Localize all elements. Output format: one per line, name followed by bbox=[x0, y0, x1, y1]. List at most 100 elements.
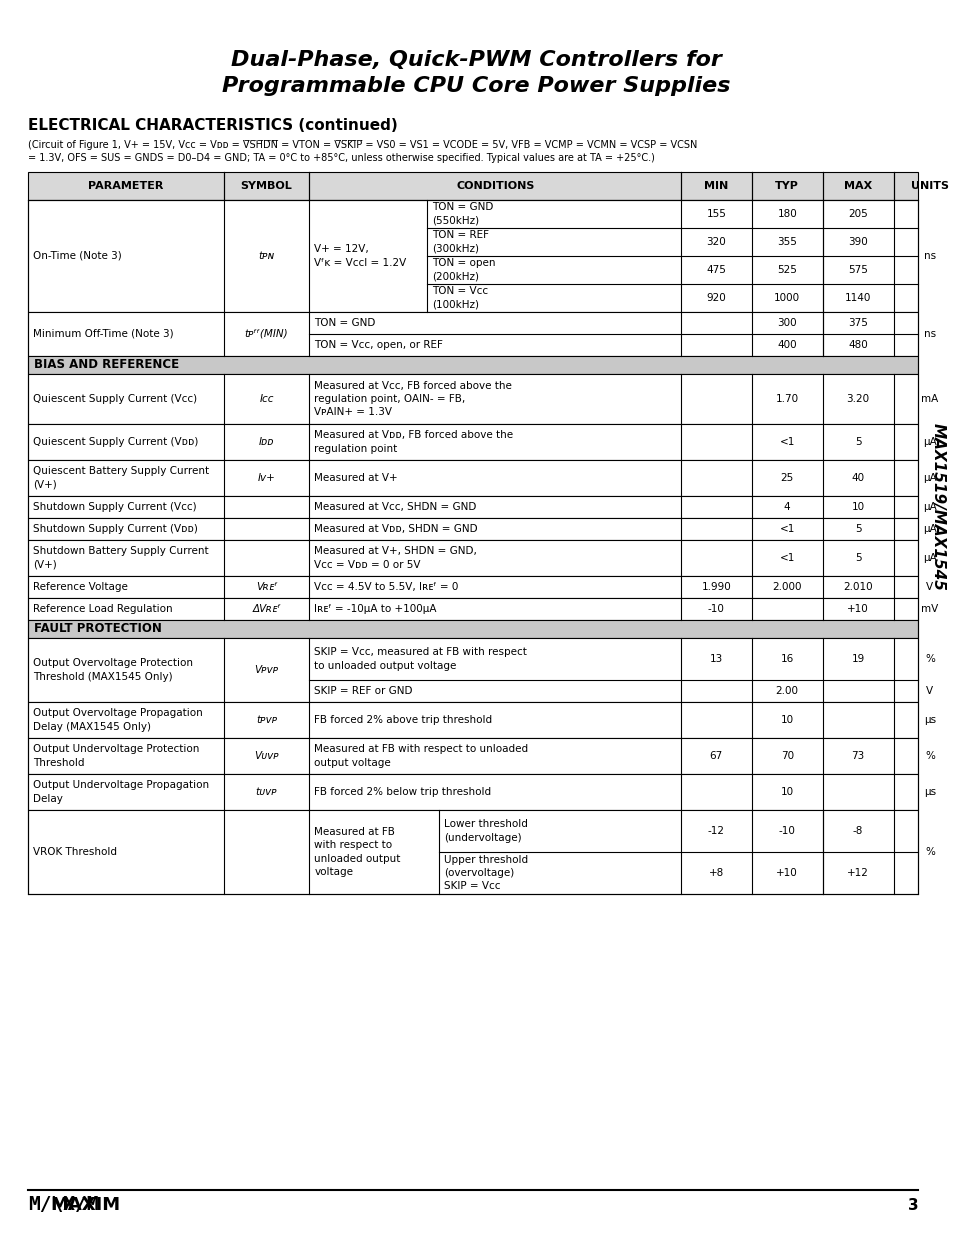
Text: Shutdown Supply Current (Vᴄᴄ): Shutdown Supply Current (Vᴄᴄ) bbox=[33, 501, 196, 513]
Text: μA: μA bbox=[923, 473, 936, 483]
Text: MAX: MAX bbox=[843, 182, 871, 191]
Text: 10: 10 bbox=[780, 787, 793, 797]
Text: SYMBOL: SYMBOL bbox=[240, 182, 293, 191]
Text: μs: μs bbox=[923, 715, 935, 725]
Text: 400: 400 bbox=[777, 340, 796, 350]
Text: tᴜᴠᴘ: tᴜᴠᴘ bbox=[255, 787, 277, 797]
Text: Shutdown Supply Current (Vᴅᴅ): Shutdown Supply Current (Vᴅᴅ) bbox=[33, 524, 197, 534]
Text: +10: +10 bbox=[846, 604, 868, 614]
Text: +8: +8 bbox=[708, 868, 723, 878]
Text: MAX1519/MAX1545: MAX1519/MAX1545 bbox=[930, 424, 945, 590]
Text: <1: <1 bbox=[779, 437, 794, 447]
Text: 16: 16 bbox=[780, 655, 793, 664]
Text: TYP: TYP bbox=[775, 182, 799, 191]
Text: 3: 3 bbox=[907, 1198, 918, 1213]
Text: TON = open
(200kHz): TON = open (200kHz) bbox=[432, 258, 496, 282]
Text: 1140: 1140 bbox=[844, 293, 870, 303]
Text: μA: μA bbox=[923, 501, 936, 513]
Text: Measured at V+, SHDN = GND,
Vᴄᴄ = Vᴅᴅ = 0 or 5V: Measured at V+, SHDN = GND, Vᴄᴄ = Vᴅᴅ = … bbox=[314, 546, 476, 569]
Bar bbox=[28, 598, 918, 620]
Text: FB forced 2% below trip threshold: FB forced 2% below trip threshold bbox=[314, 787, 491, 797]
Text: SKIP = Vᴄᴄ, measured at FB with respect
to unloaded output voltage: SKIP = Vᴄᴄ, measured at FB with respect … bbox=[314, 647, 527, 671]
Text: Iᴠ+: Iᴠ+ bbox=[257, 473, 275, 483]
Text: Reference Load Regulation: Reference Load Regulation bbox=[33, 604, 172, 614]
Text: 475: 475 bbox=[705, 266, 725, 275]
Bar bbox=[28, 200, 918, 312]
Text: ΔVʀᴇᶠ: ΔVʀᴇᶠ bbox=[252, 604, 280, 614]
Text: tᴘᶠᶠ(MIN): tᴘᶠᶠ(MIN) bbox=[245, 329, 288, 338]
Text: 25: 25 bbox=[780, 473, 793, 483]
Text: CONDITIONS: CONDITIONS bbox=[456, 182, 534, 191]
Text: 205: 205 bbox=[847, 209, 867, 219]
Text: %: % bbox=[924, 847, 934, 857]
Text: Output Undervoltage Protection
Threshold: Output Undervoltage Protection Threshold bbox=[33, 745, 199, 768]
Text: tᴘɴ: tᴘɴ bbox=[258, 251, 274, 261]
Text: 525: 525 bbox=[777, 266, 797, 275]
Text: 2.00: 2.00 bbox=[775, 685, 798, 697]
Text: 40: 40 bbox=[851, 473, 863, 483]
Text: 575: 575 bbox=[847, 266, 867, 275]
Text: 5: 5 bbox=[854, 437, 861, 447]
Text: Vʀᴇᶠ: Vʀᴇᶠ bbox=[255, 582, 277, 592]
Bar bbox=[28, 374, 918, 424]
Text: M/\X/M: M/\X/M bbox=[28, 1195, 98, 1214]
Text: V: V bbox=[925, 582, 933, 592]
Text: 390: 390 bbox=[847, 237, 867, 247]
Text: 67: 67 bbox=[709, 751, 722, 761]
Text: Quiescent Battery Supply Current
(V+): Quiescent Battery Supply Current (V+) bbox=[33, 467, 209, 489]
Text: V: V bbox=[925, 685, 933, 697]
Text: Measured at Vᴄᴄ, FB forced above the
regulation point, OAIN- = FB,
VᴘAIN+ = 1.3V: Measured at Vᴄᴄ, FB forced above the reg… bbox=[314, 380, 512, 417]
Text: UNITS: UNITS bbox=[910, 182, 948, 191]
Text: 5: 5 bbox=[854, 553, 861, 563]
Text: tᴘᴠᴘ: tᴘᴠᴘ bbox=[255, 715, 277, 725]
Text: 10: 10 bbox=[851, 501, 863, 513]
Text: VROK Threshold: VROK Threshold bbox=[33, 847, 117, 857]
Text: -10: -10 bbox=[707, 604, 724, 614]
Text: Iʀᴇᶠ = -10μA to +100μA: Iʀᴇᶠ = -10μA to +100μA bbox=[314, 604, 436, 614]
Text: 1000: 1000 bbox=[773, 293, 800, 303]
Text: Programmable CPU Core Power Supplies: Programmable CPU Core Power Supplies bbox=[222, 77, 730, 96]
Bar bbox=[28, 774, 918, 810]
Bar bbox=[28, 810, 918, 894]
Text: Measured at FB with respect to unloaded
output voltage: Measured at FB with respect to unloaded … bbox=[314, 745, 528, 768]
Text: Minimum Off-Time (Note 3): Minimum Off-Time (Note 3) bbox=[33, 329, 173, 338]
Text: FB forced 2% above trip threshold: FB forced 2% above trip threshold bbox=[314, 715, 492, 725]
Text: Reference Voltage: Reference Voltage bbox=[33, 582, 128, 592]
Text: +10: +10 bbox=[776, 868, 798, 878]
Text: Output Overvoltage Propagation
Delay (MAX1545 Only): Output Overvoltage Propagation Delay (MA… bbox=[33, 709, 202, 731]
Text: BIAS AND REFERENCE: BIAS AND REFERENCE bbox=[34, 358, 179, 372]
Text: 375: 375 bbox=[847, 317, 867, 329]
Text: 2.010: 2.010 bbox=[842, 582, 872, 592]
Text: TON = GND
(550kHz): TON = GND (550kHz) bbox=[432, 203, 493, 226]
Text: Measured at Vᴅᴅ, SHDN = GND: Measured at Vᴅᴅ, SHDN = GND bbox=[314, 524, 477, 534]
Text: Vᴘᴠᴘ: Vᴘᴠᴘ bbox=[254, 664, 278, 676]
Text: <1: <1 bbox=[779, 553, 794, 563]
Bar bbox=[28, 496, 918, 517]
Text: 70: 70 bbox=[780, 751, 793, 761]
Text: 480: 480 bbox=[847, 340, 867, 350]
Text: %: % bbox=[924, 751, 934, 761]
Text: On-Time (Note 3): On-Time (Note 3) bbox=[33, 251, 122, 261]
Text: Measured at Vᴄᴄ, SHDN = GND: Measured at Vᴄᴄ, SHDN = GND bbox=[314, 501, 476, 513]
Text: Lower threshold
(undervoltage): Lower threshold (undervoltage) bbox=[444, 819, 528, 842]
Bar bbox=[28, 172, 918, 200]
Text: mA: mA bbox=[921, 394, 938, 404]
Text: 19: 19 bbox=[851, 655, 863, 664]
Text: 320: 320 bbox=[706, 237, 725, 247]
Text: ns: ns bbox=[923, 329, 935, 338]
Text: V+ = 12V,
Vᶠᴋ = VᴄᴄI = 1.2V: V+ = 12V, Vᶠᴋ = VᴄᴄI = 1.2V bbox=[314, 245, 406, 268]
Text: TON = REF
(300kHz): TON = REF (300kHz) bbox=[432, 231, 489, 253]
Text: TON = GND: TON = GND bbox=[314, 317, 375, 329]
Text: 73: 73 bbox=[851, 751, 863, 761]
Bar bbox=[28, 424, 918, 459]
Text: Measured at V+: Measured at V+ bbox=[314, 473, 397, 483]
Text: ELECTRICAL CHARACTERISTICS (continued): ELECTRICAL CHARACTERISTICS (continued) bbox=[28, 119, 397, 133]
Text: Measured at Vᴅᴅ, FB forced above the
regulation point: Measured at Vᴅᴅ, FB forced above the reg… bbox=[314, 431, 513, 453]
Text: MAXIM: MAXIM bbox=[50, 1195, 120, 1214]
Text: = 1.3V, OFS = SUS = GNDS = D0–D4 = GND; TA = 0°C to +85°C, unless otherwise spec: = 1.3V, OFS = SUS = GNDS = D0–D4 = GND; … bbox=[28, 153, 654, 163]
Text: Shutdown Battery Supply Current
(V+): Shutdown Battery Supply Current (V+) bbox=[33, 546, 209, 569]
Text: TON = Vᴄᴄ
(100kHz): TON = Vᴄᴄ (100kHz) bbox=[432, 287, 488, 310]
Bar bbox=[28, 517, 918, 540]
Text: μA: μA bbox=[923, 437, 936, 447]
Text: TON = Vᴄᴄ, open, or REF: TON = Vᴄᴄ, open, or REF bbox=[314, 340, 443, 350]
